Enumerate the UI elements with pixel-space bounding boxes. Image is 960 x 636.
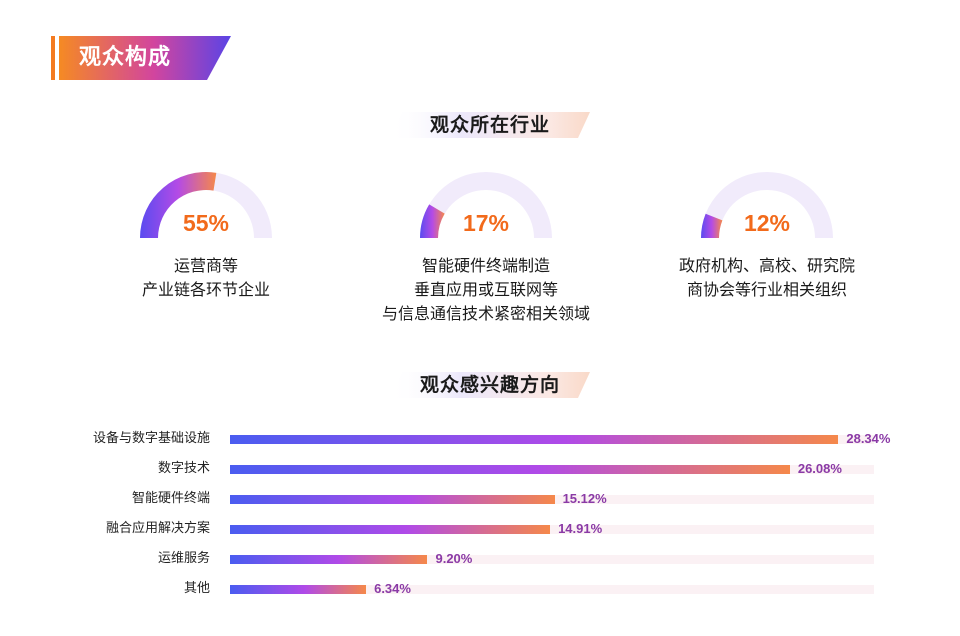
- gauge-label-line: 运营商等: [173, 256, 238, 275]
- bar-value-label: 14.91%: [558, 521, 603, 536]
- bar-track: [230, 525, 874, 534]
- gauge-label-line: 智能硬件终端制造: [421, 256, 550, 275]
- header-banner: 观众构成: [59, 36, 231, 80]
- bar-fill: [230, 495, 555, 504]
- bar-fill: [230, 435, 839, 444]
- gauge-percentage: 55%: [182, 210, 230, 236]
- bar-fill: [230, 465, 790, 474]
- gauge-value-arc: [140, 172, 217, 238]
- gauge-chart: [140, 172, 272, 238]
- gauge-track: [420, 172, 552, 238]
- gauge-arc-group: [420, 172, 552, 238]
- bar-row: 运维服务 9.20%: [0, 550, 960, 568]
- gauge-label-line: 与信息通信技术紧密相关领域: [381, 304, 590, 323]
- gauge-arc-group: [140, 172, 272, 238]
- bar-track: [230, 555, 874, 564]
- header-accent-bar: [51, 36, 55, 80]
- gauge-label-line: 商协会等行业相关组织: [686, 280, 847, 299]
- bar-value-label: 28.34%: [846, 431, 891, 446]
- gauge-value-arc: [701, 213, 723, 238]
- bar-value-label: 9.20%: [435, 551, 473, 566]
- bar-track: [230, 585, 874, 594]
- page-title: 观众构成: [79, 45, 172, 70]
- gauge-label-line: 垂直应用或互联网等: [413, 280, 558, 299]
- bar-track: [230, 465, 874, 474]
- gauge-arc-group: [701, 172, 833, 238]
- bar-category-label: 数字技术: [157, 461, 210, 476]
- bar-category-label: 运维服务: [157, 551, 210, 566]
- bar-value-label: 26.08%: [797, 461, 842, 476]
- section-heading-industry: 观众所在行业: [390, 112, 590, 138]
- section-heading-interest: 观众感兴趣方向: [390, 372, 590, 398]
- gauge-label-line: 产业链各环节企业: [141, 280, 270, 299]
- bar-category-label: 融合应用解决方案: [105, 521, 210, 536]
- bar-category-label: 其他: [183, 581, 210, 596]
- bar-fill: [230, 525, 551, 534]
- bar-row: 数字技术 26.08%: [0, 460, 960, 478]
- bar-row: 融合应用解决方案 14.91%: [0, 520, 960, 538]
- bar-track: [230, 435, 874, 444]
- gauge-percentage: 12%: [743, 210, 791, 236]
- bar-fill: [230, 555, 428, 564]
- gauge-chart: [701, 172, 833, 238]
- gauge-label-line: 政府机构、高校、研究院: [678, 256, 855, 275]
- gauge-chart: [420, 172, 552, 238]
- bar-row: 智能硬件终端 15.12%: [0, 490, 960, 508]
- bar-category-label: 设备与数字基础设施: [92, 431, 210, 446]
- bar-value-label: 15.12%: [562, 491, 607, 506]
- bar-category-label: 智能硬件终端: [131, 491, 210, 506]
- bar-fill: [230, 585, 367, 594]
- gauge-percentage: 17%: [462, 210, 510, 236]
- gauge-track: [701, 172, 833, 238]
- bar-row: 其他 6.34%: [0, 580, 960, 598]
- bar-track: [230, 495, 874, 504]
- bar-value-label: 6.34%: [374, 581, 411, 596]
- section-title: 观众感兴趣方向: [419, 374, 560, 396]
- bar-row: 设备与数字基础设施 28.34%: [0, 430, 960, 448]
- section-title: 观众所在行业: [429, 114, 550, 136]
- gauge-value-arc: [420, 204, 445, 238]
